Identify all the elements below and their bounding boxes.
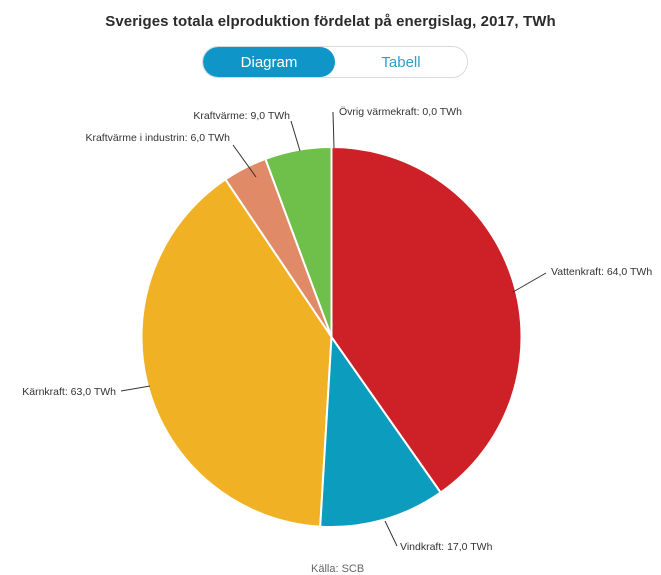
pie-slice-karnkraft[interactable]: [140, 178, 333, 528]
leader-line-vindkraft: [384, 520, 398, 547]
slice-label-kraftvarme-industrin: Kraftvärme i industrin: 6,0 TWh: [85, 132, 230, 144]
slice-label-ovrig-varmekraft: Övrig värmekraft: 0,0 TWh: [339, 106, 462, 118]
tab-diagram[interactable]: Diagram: [203, 47, 335, 77]
slice-label-karnkraft: Kärnkraft: 63,0 TWh: [22, 386, 116, 398]
slice-label-vattenkraft: Vattenkraft: 64,0 TWh: [551, 266, 653, 278]
leader-line-ovrig-varmekraft: [332, 111, 335, 149]
leader-line-kraftvarme-industrin: [232, 144, 257, 178]
leader-line-kraftvarme: [290, 120, 301, 152]
tab-tabell[interactable]: Tabell: [335, 47, 467, 77]
pie-slice-vattenkraft[interactable]: [330, 146, 523, 494]
leader-line-karnkraft: [120, 385, 151, 392]
slice-label-vindkraft: Vindkraft: 17,0 TWh: [400, 541, 493, 553]
page-title: Sveriges totala elproduktion fördelat på…: [105, 13, 556, 30]
tab-diagram-label: Diagram: [240, 53, 298, 71]
leader-lines: [120, 111, 547, 547]
source-attribution: Källa: SCB: [311, 563, 365, 575]
tab-group: Diagram Tabell: [202, 46, 468, 78]
leader-line-vattenkraft: [512, 272, 547, 293]
tab-tabell-label: Tabell: [381, 53, 421, 71]
slice-label-kraftvarme: Kraftvärme: 9,0 TWh: [193, 110, 290, 122]
pie-slice-vindkraft[interactable]: [319, 336, 442, 529]
